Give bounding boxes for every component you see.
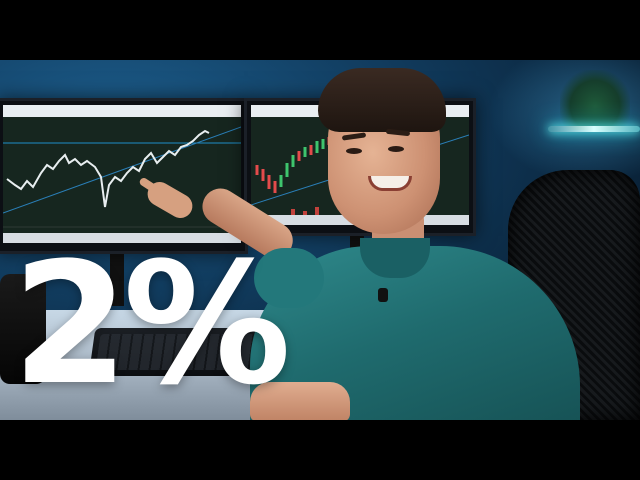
photo-scene: 2%: [0, 60, 640, 420]
led-strip: [548, 126, 640, 132]
left-monitor: [0, 98, 248, 254]
chart-toolbar: [3, 105, 241, 117]
plant: [560, 70, 630, 130]
letterbox-bottom: [0, 420, 640, 480]
lapel-microphone: [378, 288, 388, 302]
chart-axis: [3, 233, 241, 243]
shirt-sleeve: [254, 248, 324, 308]
right-eye: [388, 146, 404, 152]
resting-hand: [250, 382, 350, 420]
left-eye: [346, 148, 362, 154]
left-monitor-screen: [3, 105, 241, 243]
shirt-collar: [360, 238, 430, 278]
letterbox-top: [0, 0, 640, 60]
speaker: [0, 274, 46, 384]
overlay-percentage: 2%: [12, 226, 291, 420]
person-hair: [318, 68, 446, 132]
left-monitor-stand: [110, 246, 124, 306]
price-chart: [3, 126, 241, 228]
